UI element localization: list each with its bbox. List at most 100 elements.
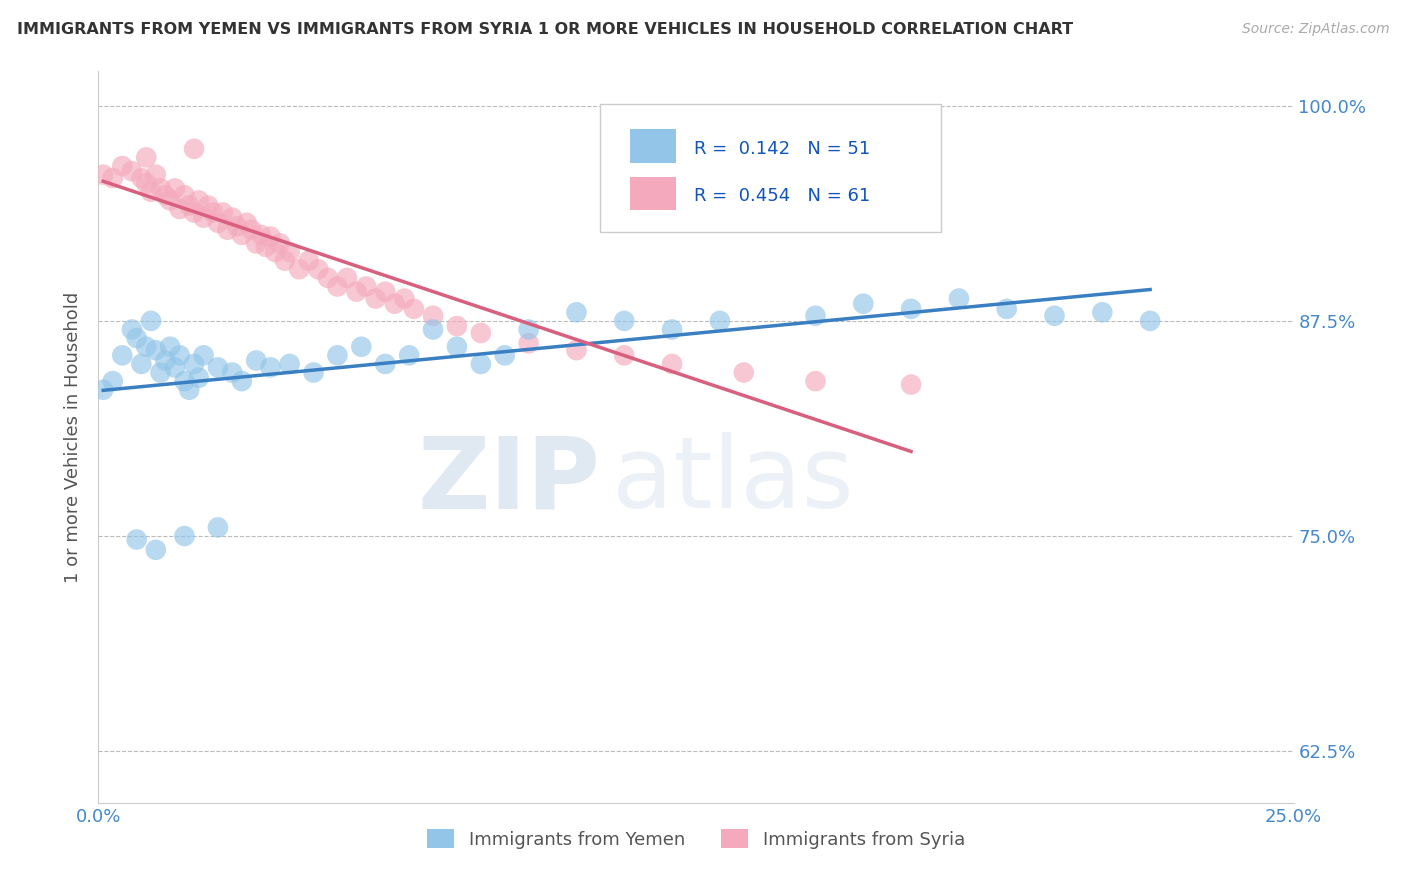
Point bbox=[278, 357, 301, 371]
Point bbox=[254, 240, 277, 254]
Point bbox=[193, 211, 215, 225]
Point bbox=[259, 360, 281, 375]
Point bbox=[245, 353, 267, 368]
Point bbox=[298, 253, 321, 268]
Point bbox=[517, 336, 540, 351]
Point bbox=[804, 309, 827, 323]
Point bbox=[394, 292, 416, 306]
Point bbox=[1043, 309, 1066, 323]
Point bbox=[661, 357, 683, 371]
Point bbox=[274, 253, 297, 268]
Point bbox=[346, 285, 368, 299]
Point bbox=[135, 340, 157, 354]
Point bbox=[145, 343, 167, 358]
Point bbox=[207, 216, 229, 230]
Point bbox=[422, 322, 444, 336]
Point bbox=[565, 305, 588, 319]
Point bbox=[139, 185, 162, 199]
Point bbox=[446, 319, 468, 334]
Point bbox=[661, 322, 683, 336]
Point bbox=[207, 520, 229, 534]
Point bbox=[135, 176, 157, 190]
Point bbox=[402, 301, 425, 316]
Point bbox=[231, 227, 253, 242]
Text: IMMIGRANTS FROM YEMEN VS IMMIGRANTS FROM SYRIA 1 OR MORE VEHICLES IN HOUSEHOLD C: IMMIGRANTS FROM YEMEN VS IMMIGRANTS FROM… bbox=[17, 22, 1073, 37]
Point bbox=[565, 343, 588, 358]
Point bbox=[159, 340, 181, 354]
Point bbox=[245, 236, 267, 251]
Point bbox=[145, 542, 167, 557]
Point bbox=[121, 164, 143, 178]
Point bbox=[183, 142, 205, 156]
Point bbox=[326, 279, 349, 293]
Point bbox=[169, 348, 191, 362]
Point bbox=[354, 279, 377, 293]
Point bbox=[1139, 314, 1161, 328]
Point bbox=[155, 353, 177, 368]
Point bbox=[159, 194, 181, 208]
Legend: Immigrants from Yemen, Immigrants from Syria: Immigrants from Yemen, Immigrants from S… bbox=[420, 822, 972, 856]
Point bbox=[470, 357, 492, 371]
Point bbox=[91, 383, 114, 397]
Point bbox=[364, 292, 387, 306]
Point bbox=[733, 366, 755, 380]
Point bbox=[187, 194, 209, 208]
Point bbox=[149, 366, 172, 380]
Point bbox=[278, 245, 301, 260]
Point bbox=[221, 366, 243, 380]
Point bbox=[131, 357, 153, 371]
Point bbox=[226, 219, 249, 234]
Point bbox=[163, 360, 186, 375]
Point bbox=[613, 314, 636, 328]
Point bbox=[121, 322, 143, 336]
Point bbox=[183, 357, 205, 371]
Point bbox=[446, 340, 468, 354]
Point bbox=[197, 198, 219, 212]
Point bbox=[517, 322, 540, 336]
Point bbox=[307, 262, 329, 277]
Point bbox=[900, 377, 922, 392]
Point bbox=[804, 374, 827, 388]
Point bbox=[374, 285, 396, 299]
Point bbox=[259, 229, 281, 244]
Point bbox=[422, 309, 444, 323]
Point bbox=[207, 360, 229, 375]
Point bbox=[900, 301, 922, 316]
Point bbox=[269, 236, 291, 251]
Point bbox=[131, 171, 153, 186]
Point bbox=[240, 223, 263, 237]
Text: R =  0.454   N = 61: R = 0.454 N = 61 bbox=[693, 187, 870, 205]
Point bbox=[173, 374, 195, 388]
Point bbox=[183, 205, 205, 219]
Point bbox=[202, 205, 225, 219]
Text: atlas: atlas bbox=[613, 433, 853, 530]
Point bbox=[470, 326, 492, 340]
Point bbox=[155, 188, 177, 202]
Point bbox=[1091, 305, 1114, 319]
Point bbox=[173, 529, 195, 543]
FancyBboxPatch shape bbox=[630, 129, 676, 163]
Point bbox=[995, 301, 1018, 316]
Point bbox=[179, 383, 201, 397]
Point bbox=[91, 168, 114, 182]
Point bbox=[613, 348, 636, 362]
Point bbox=[125, 331, 148, 345]
Point bbox=[852, 296, 875, 310]
Point bbox=[169, 202, 191, 216]
Text: ZIP: ZIP bbox=[418, 433, 600, 530]
Point bbox=[179, 198, 201, 212]
Point bbox=[264, 245, 287, 260]
Point bbox=[145, 168, 167, 182]
Point bbox=[350, 340, 373, 354]
Text: R =  0.142   N = 51: R = 0.142 N = 51 bbox=[693, 140, 870, 158]
Point bbox=[163, 181, 186, 195]
Point bbox=[101, 374, 124, 388]
Point bbox=[211, 205, 233, 219]
Point bbox=[135, 150, 157, 164]
Point bbox=[139, 314, 162, 328]
Point bbox=[302, 366, 325, 380]
Point bbox=[494, 348, 516, 362]
Point bbox=[948, 292, 970, 306]
Point bbox=[316, 271, 339, 285]
Point bbox=[231, 374, 253, 388]
